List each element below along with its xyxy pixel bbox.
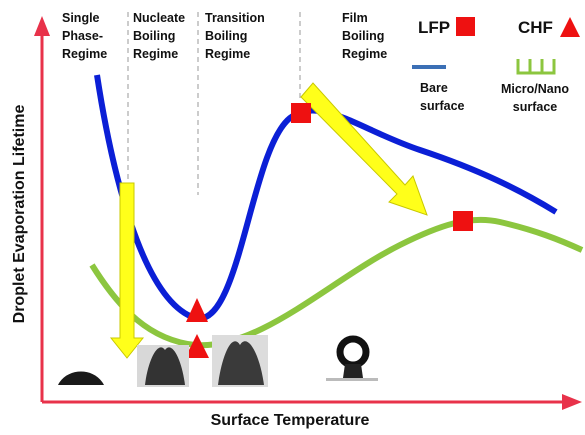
figure: Single Phase- Regime Nucleate Boiling Regime T…	[0, 0, 585, 435]
legend-chf-swatch	[560, 17, 580, 37]
regime-label: Nucleate	[133, 11, 185, 25]
surface-line	[326, 378, 378, 381]
droplet-film-base	[343, 364, 363, 378]
regime-label: Phase-	[62, 29, 103, 43]
regime-label: Boiling	[205, 29, 247, 43]
chf-marker	[186, 298, 208, 322]
x-axis-arrow	[562, 394, 582, 410]
trend-arrows	[111, 83, 427, 358]
down-arrow	[111, 183, 143, 358]
regime-label: Regime	[342, 47, 387, 61]
regime-label: Regime	[205, 47, 250, 61]
legend-lfp: LFP	[418, 18, 450, 37]
regime-label: Regime	[133, 47, 178, 61]
micro-nano-curve	[92, 220, 582, 345]
lfp-marker	[291, 103, 311, 123]
x-axis-label: Surface Temperature	[211, 412, 370, 429]
diagonal-arrow	[301, 83, 427, 215]
axes	[34, 16, 582, 410]
regime-label: Transition	[205, 11, 265, 25]
legend-chf: CHF	[518, 18, 553, 37]
legend-nano: Micro/Nano	[501, 82, 569, 96]
y-axis-label: Droplet Evaporation Lifetime	[11, 105, 28, 324]
regime-label: Single	[62, 11, 100, 25]
legend-nano-swatch	[518, 59, 554, 73]
regime-label: Regime	[62, 47, 107, 61]
y-axis-arrow	[34, 16, 50, 36]
droplet-images	[58, 335, 378, 387]
legend-nano: surface	[513, 100, 558, 114]
legend-bare: surface	[420, 99, 465, 113]
lfp-marker	[453, 211, 473, 231]
regime-label: Film	[342, 11, 368, 25]
droplet-film	[340, 339, 366, 365]
droplet-sessile	[58, 371, 104, 385]
regime-label: Boiling	[133, 29, 175, 43]
regime-label: Boiling	[342, 29, 384, 43]
legend-bare: Bare	[420, 81, 448, 95]
legend-lfp-swatch	[456, 17, 475, 36]
